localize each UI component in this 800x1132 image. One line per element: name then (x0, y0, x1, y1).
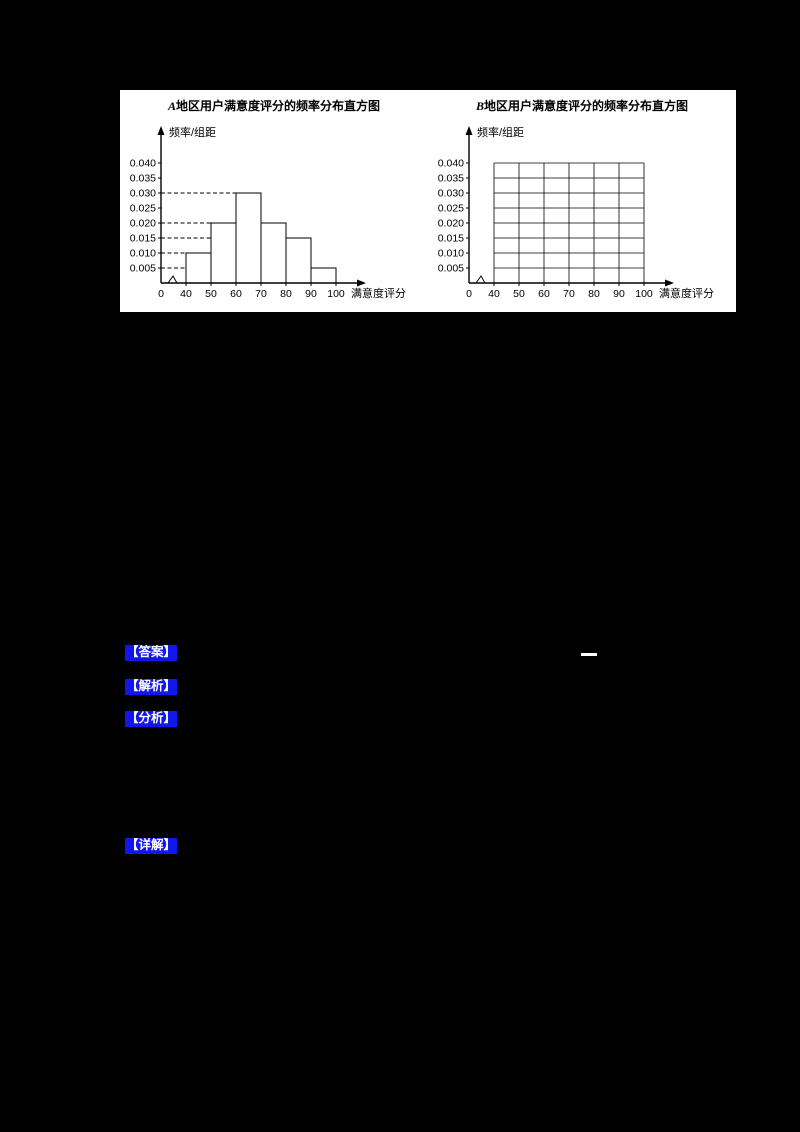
svg-text:0.025: 0.025 (438, 203, 464, 215)
svg-text:0.010: 0.010 (130, 248, 156, 260)
detailed-solution-label: 【详解】 (125, 838, 178, 854)
svg-text:70: 70 (255, 288, 267, 300)
answer-label: 【答案】 (125, 645, 178, 661)
analysis-label: 【分析】 (125, 711, 178, 727)
svg-text:0: 0 (158, 288, 164, 300)
svg-text:80: 80 (588, 288, 600, 300)
histogram-region-a: A地区用户满意度评分的频率分布直方图 0.005 0.010 0.015 0.020 0… (120, 90, 428, 312)
figure-panel: A地区用户满意度评分的频率分布直方图 0.005 0.010 0.015 0.020 0… (120, 90, 736, 312)
svg-text:0.025: 0.025 (130, 203, 156, 215)
svg-text:0.040: 0.040 (130, 158, 156, 170)
svg-text:满意度评分: 满意度评分 (351, 286, 406, 300)
chart-b-plot: 0.005 0.010 0.015 0.020 0.025 0.030 0.035 0.040… (438, 125, 714, 300)
svg-text:0.040: 0.040 (438, 158, 464, 170)
svg-text:0.020: 0.020 (438, 218, 464, 230)
svg-text:频率/组距: 频率/组距 (169, 125, 216, 139)
svg-text:频率/组距: 频率/组距 (477, 125, 524, 139)
svg-text:0.030: 0.030 (438, 188, 464, 200)
chart-a-plot: 0.005 0.010 0.015 0.020 0.025 0.030 0.035 0.040… (130, 125, 406, 300)
svg-text:70: 70 (563, 288, 575, 300)
histogram-region-b: B地区用户满意度评分的频率分布直方图 0.005 0.010 0.015 0.020 0… (428, 90, 736, 312)
svg-text:0.005: 0.005 (438, 263, 464, 275)
svg-text:满意度评分: 满意度评分 (659, 286, 714, 300)
explanation-label: 【解析】 (125, 679, 178, 695)
svg-text:0.020: 0.020 (130, 218, 156, 230)
svg-text:40: 40 (180, 288, 192, 300)
svg-text:0.015: 0.015 (438, 233, 464, 245)
chart-b-title: B地区用户满意度评分的频率分布直方图 (475, 99, 689, 113)
svg-text:100: 100 (327, 288, 345, 300)
svg-text:0.035: 0.035 (130, 173, 156, 185)
svg-text:40: 40 (488, 288, 500, 300)
svg-text:80: 80 (280, 288, 292, 300)
chart-a-title: A地区用户满意度评分的频率分布直方图 (167, 99, 381, 113)
svg-text:50: 50 (513, 288, 525, 300)
svg-text:0.035: 0.035 (438, 173, 464, 185)
fraction-bar (581, 653, 597, 656)
svg-text:0.005: 0.005 (130, 263, 156, 275)
svg-text:60: 60 (230, 288, 242, 300)
svg-text:0.010: 0.010 (438, 248, 464, 260)
svg-text:90: 90 (305, 288, 317, 300)
svg-text:50: 50 (205, 288, 217, 300)
svg-text:0.030: 0.030 (130, 188, 156, 200)
svg-text:0: 0 (466, 288, 472, 300)
svg-text:60: 60 (538, 288, 550, 300)
svg-text:90: 90 (613, 288, 625, 300)
svg-text:0.015: 0.015 (130, 233, 156, 245)
svg-text:100: 100 (635, 288, 653, 300)
